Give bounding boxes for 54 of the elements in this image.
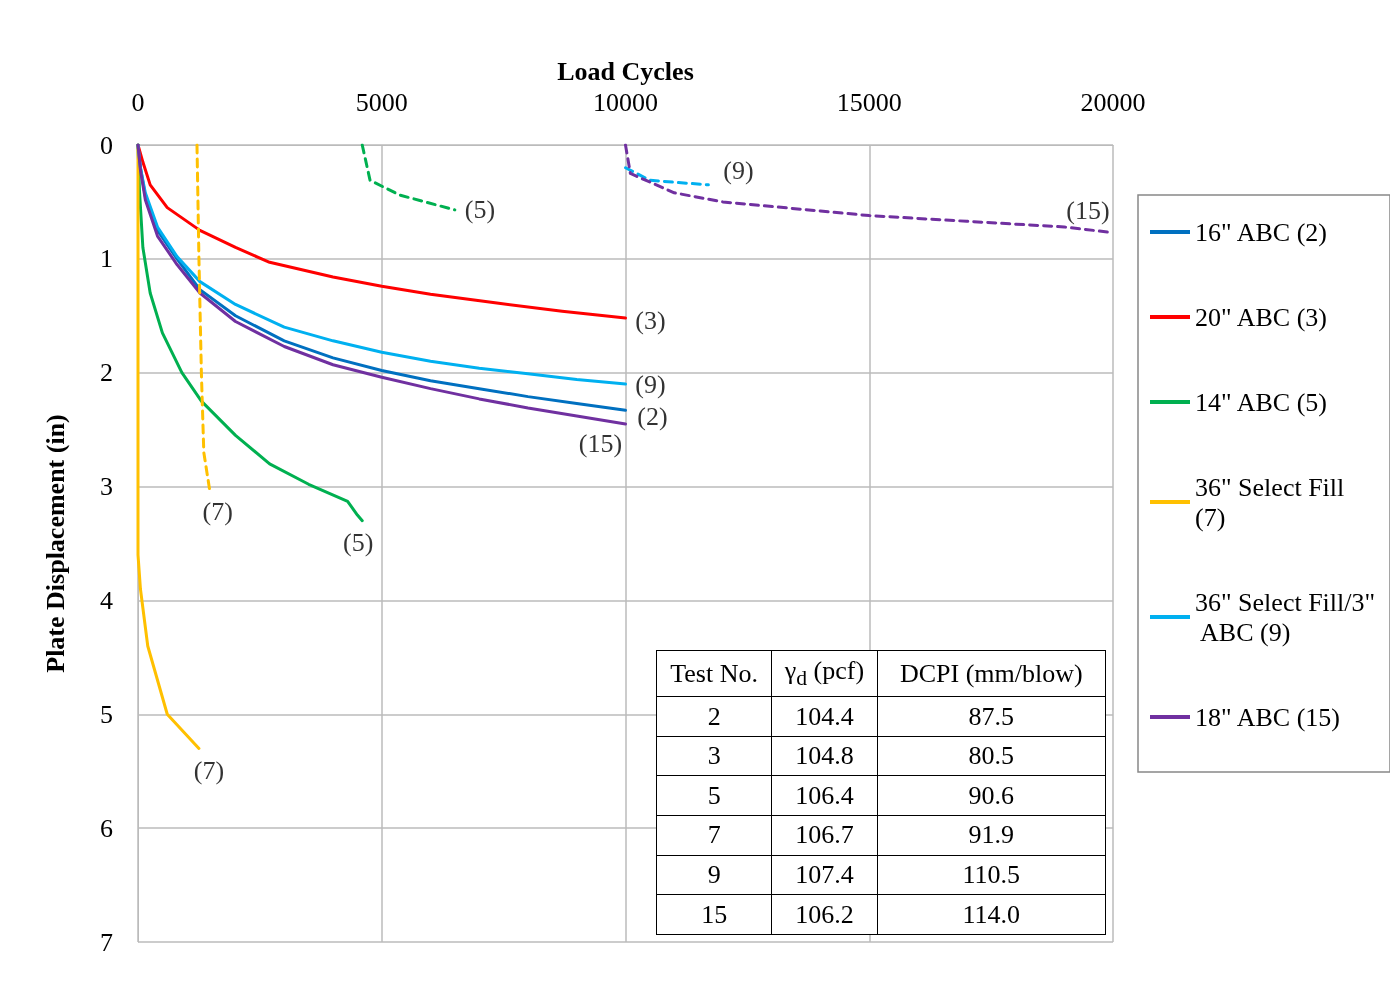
legend-label: 14" ABC (5) — [1195, 387, 1327, 417]
annotation: (2) — [637, 401, 668, 431]
annotation: 114.0 — [877, 894, 1106, 935]
annotation: (15) — [578, 429, 623, 459]
legend-label: 18" ABC (15) — [1195, 702, 1340, 732]
x-tick-label: 5000 — [355, 87, 408, 117]
x-tick-label: 0 — [131, 87, 145, 117]
annotation: 3 — [656, 736, 772, 776]
annotation: (7) — [202, 497, 233, 527]
annotation: 110.5 — [877, 855, 1106, 895]
y-tick-label: 2 — [100, 358, 113, 388]
annotation: 5 — [656, 775, 772, 816]
annotation: (3) — [635, 305, 666, 335]
annotation: 2 — [656, 696, 772, 737]
annotation: DCPI (mm/blow) — [877, 650, 1106, 697]
x-tick-label: 20000 — [1080, 87, 1146, 117]
line-series — [195, 143, 212, 492]
x-axis-title: Load Cycles — [557, 56, 694, 86]
legend-label: 20" ABC (3) — [1195, 302, 1327, 332]
y-tick-label: 7 — [100, 927, 113, 957]
annotation: γ$_{d}$ (pcf) — [771, 650, 878, 697]
legend-label: 16" ABC (2) — [1195, 217, 1327, 247]
y-tick-label: 1 — [100, 244, 113, 274]
annotation: 87.5 — [877, 696, 1106, 737]
annotation: 107.4 — [771, 855, 878, 895]
y-tick-label: 6 — [100, 813, 113, 843]
y-tick-label: 5 — [100, 699, 113, 729]
legend-label: 36" Select Fill (7) — [1195, 472, 1351, 532]
annotation: 91.9 — [877, 815, 1106, 856]
y-axis-title: Plate Displacement (in) — [40, 414, 70, 673]
annotation: (7) — [193, 755, 225, 785]
annotation: 104.8 — [771, 736, 878, 776]
annotation: 15 — [656, 894, 772, 935]
y-tick-label: 3 — [100, 472, 113, 502]
annotation: (5) — [464, 195, 496, 225]
annotation: 7 — [656, 815, 772, 856]
annotation: 104.4 — [771, 696, 878, 737]
annotation: 90.6 — [877, 775, 1106, 816]
annotation: 106.4 — [771, 775, 878, 816]
annotation: (9) — [723, 156, 754, 186]
annotation: (15) — [1066, 196, 1110, 226]
annotation: 106.2 — [771, 894, 878, 935]
annotation: 106.7 — [771, 815, 878, 856]
y-tick-label: 4 — [100, 585, 113, 615]
legend-label: 36" Select Fill/3" ABC (9) — [1195, 587, 1376, 647]
y-tick-label: 0 — [100, 130, 113, 160]
annotation: (9) — [635, 369, 666, 399]
x-tick-label: 15000 — [836, 87, 902, 117]
annotation: 80.5 — [877, 736, 1106, 776]
annotation: 9 — [656, 855, 772, 895]
line-series — [360, 143, 457, 212]
annotation: Test No. — [656, 650, 772, 697]
annotation: (5) — [343, 528, 374, 558]
x-tick-label: 10000 — [593, 87, 658, 117]
